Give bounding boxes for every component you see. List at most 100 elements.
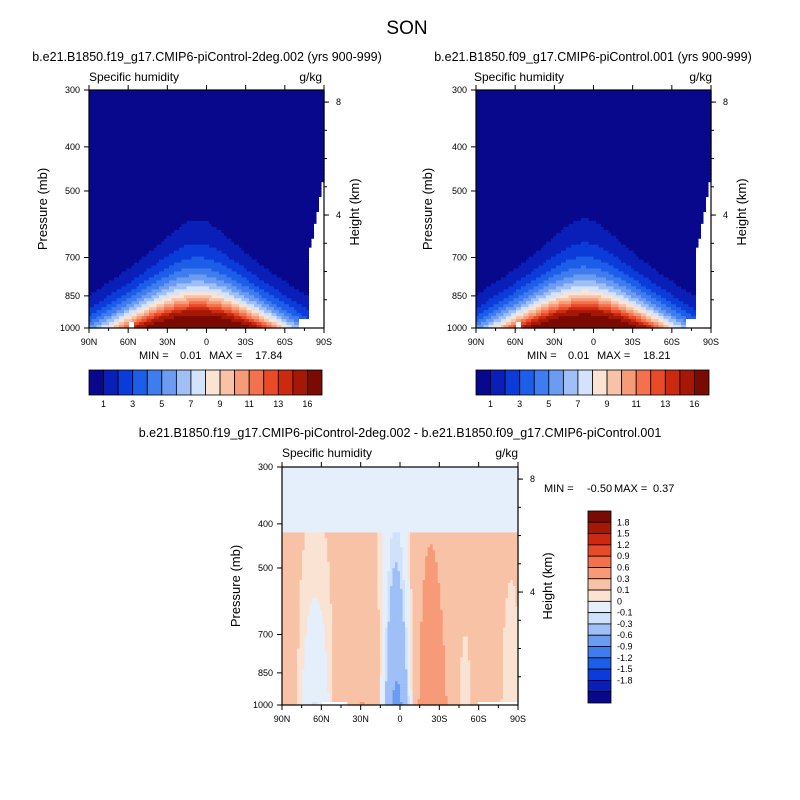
field-cell bbox=[291, 101, 295, 106]
field-cell bbox=[174, 95, 178, 100]
field-cell bbox=[161, 128, 165, 133]
field-cell bbox=[274, 143, 278, 148]
field-cell bbox=[184, 116, 188, 121]
field-cell bbox=[136, 179, 140, 183]
field-cell bbox=[156, 149, 160, 154]
field-cell bbox=[221, 152, 225, 157]
field-cell bbox=[281, 155, 285, 160]
field-cell bbox=[271, 149, 275, 154]
field-cell bbox=[249, 143, 253, 148]
field-cell bbox=[179, 137, 183, 142]
field-cell bbox=[146, 116, 150, 121]
field-cell bbox=[261, 140, 265, 145]
field-cell bbox=[311, 158, 315, 163]
field-cell bbox=[151, 152, 155, 157]
field-cell bbox=[91, 92, 95, 97]
field-cell bbox=[166, 116, 170, 121]
field-cell bbox=[281, 104, 285, 109]
field-cell bbox=[251, 90, 255, 94]
field-cell bbox=[144, 137, 148, 142]
field-cell bbox=[146, 146, 150, 151]
field-cell bbox=[131, 161, 135, 165]
field-cell bbox=[139, 182, 143, 186]
field-cell bbox=[134, 110, 138, 115]
field-cell bbox=[311, 119, 315, 124]
field-cell bbox=[256, 125, 260, 130]
field-cell bbox=[204, 170, 208, 174]
field-cell bbox=[94, 140, 98, 145]
field-cell bbox=[316, 173, 320, 177]
field-cell bbox=[209, 158, 213, 163]
field-cell bbox=[254, 134, 258, 139]
field-cell bbox=[186, 104, 190, 109]
field-cell bbox=[281, 107, 285, 112]
field-cell bbox=[266, 116, 270, 121]
field-cell bbox=[144, 110, 148, 115]
field-cell bbox=[139, 179, 143, 183]
field-cell bbox=[141, 128, 145, 133]
field-cell bbox=[114, 176, 118, 180]
field-cell bbox=[159, 161, 163, 165]
field-cell bbox=[249, 104, 253, 109]
field-cell bbox=[251, 152, 255, 157]
field-cell bbox=[224, 155, 228, 160]
field-cell bbox=[169, 143, 173, 148]
field-cell bbox=[256, 104, 260, 109]
field-cell bbox=[301, 164, 305, 168]
field-cell bbox=[219, 179, 223, 183]
field-cell bbox=[124, 143, 128, 148]
field-cell bbox=[134, 143, 138, 148]
field-cell bbox=[274, 90, 278, 94]
field-cell bbox=[321, 173, 325, 177]
field-cell bbox=[221, 173, 225, 177]
field-cell bbox=[151, 128, 155, 133]
field-cell bbox=[314, 176, 318, 180]
field-cell bbox=[119, 101, 123, 106]
field-cell bbox=[264, 170, 268, 174]
field-cell bbox=[311, 143, 315, 148]
field-cell bbox=[149, 158, 153, 163]
field-cell bbox=[189, 101, 193, 106]
field-cell bbox=[179, 143, 183, 148]
field-cell bbox=[234, 182, 238, 186]
field-cell bbox=[214, 95, 218, 100]
field-cell bbox=[146, 155, 150, 160]
field-cell bbox=[171, 107, 175, 112]
field-cell bbox=[189, 179, 193, 183]
field-cell bbox=[114, 158, 118, 163]
field-cell bbox=[139, 113, 143, 118]
field-cell bbox=[191, 158, 195, 163]
field-cell bbox=[314, 134, 318, 139]
field-cell bbox=[254, 176, 258, 180]
field-cell bbox=[261, 182, 265, 186]
field-cell bbox=[91, 131, 95, 136]
field-cell bbox=[189, 92, 193, 97]
field-cell bbox=[91, 158, 95, 163]
field-cell bbox=[206, 134, 210, 139]
field-cell bbox=[156, 137, 160, 142]
field-cell bbox=[231, 101, 235, 106]
field-cell bbox=[319, 170, 323, 174]
field-cell bbox=[304, 173, 308, 177]
field-cell bbox=[111, 161, 115, 165]
field-cell bbox=[119, 140, 123, 145]
field-cell bbox=[199, 128, 203, 133]
field-cell bbox=[184, 140, 188, 145]
field-cell bbox=[259, 107, 263, 112]
field-cell bbox=[264, 122, 268, 127]
field-cell bbox=[146, 113, 150, 118]
field-cell bbox=[114, 152, 118, 157]
field-cell bbox=[139, 155, 143, 160]
field-cell bbox=[279, 113, 283, 118]
field-cell bbox=[276, 122, 280, 127]
field-cell bbox=[261, 131, 265, 136]
field-cell bbox=[229, 98, 233, 103]
field-cell bbox=[301, 92, 305, 97]
field-cell bbox=[174, 125, 178, 130]
field-cell bbox=[186, 149, 190, 154]
field-cell bbox=[96, 119, 100, 124]
field-cell bbox=[146, 119, 150, 124]
field-cell bbox=[256, 119, 260, 124]
field-cell bbox=[194, 107, 198, 112]
field-cell bbox=[186, 134, 190, 139]
